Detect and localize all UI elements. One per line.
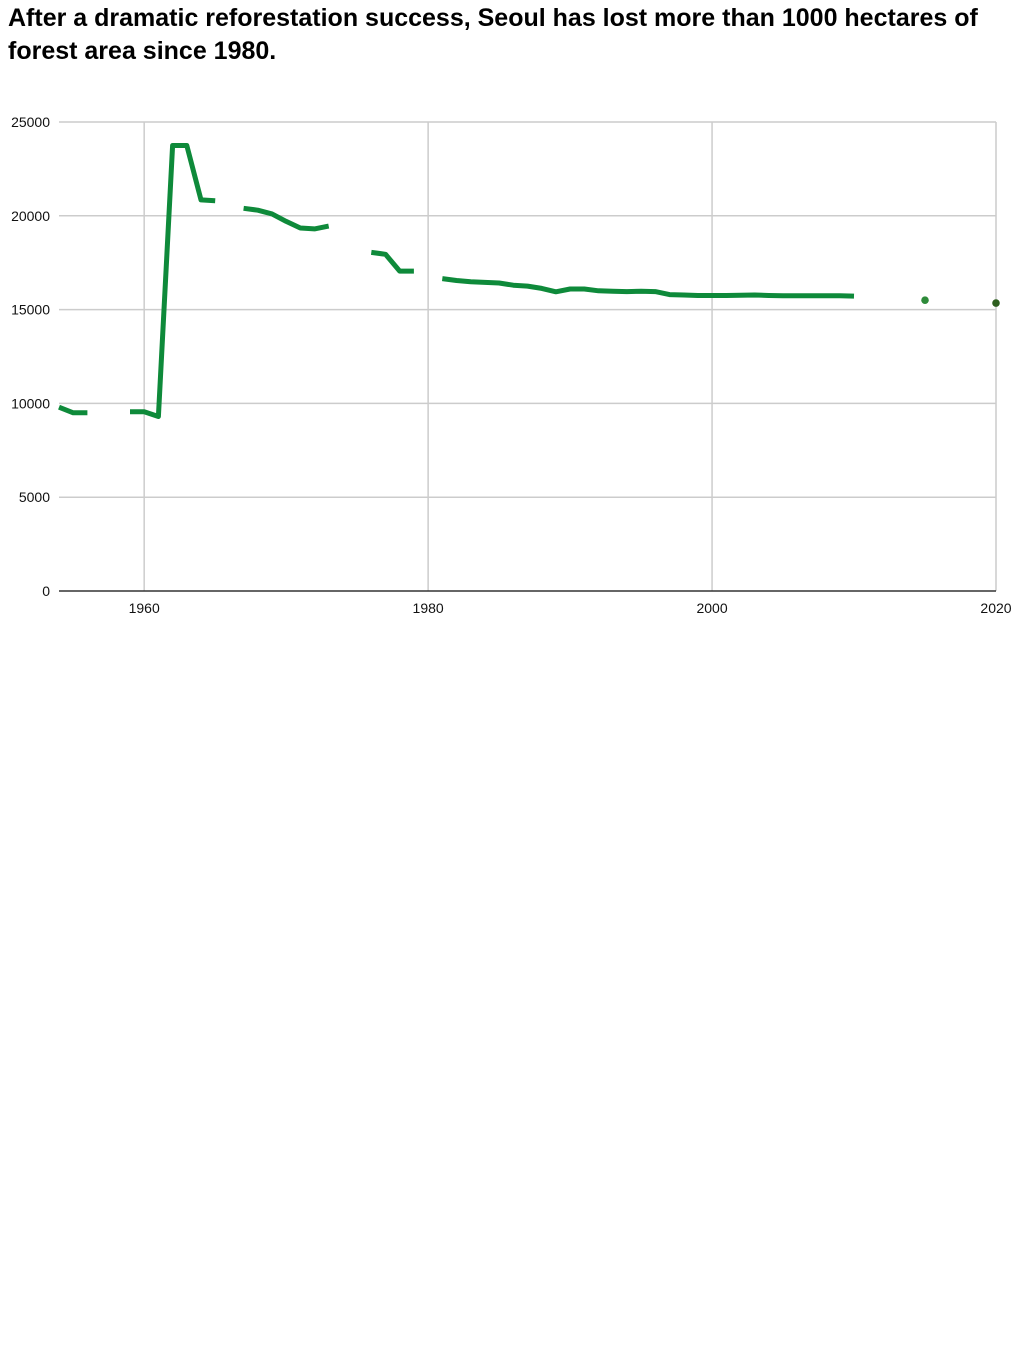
series-line-segment: [130, 143, 216, 419]
y-tick-label: 20000: [11, 208, 50, 224]
x-tick-label: 1980: [413, 600, 444, 616]
y-axis-tick-labels: 0 5000 10000 15000 20000 25000: [11, 114, 50, 599]
data-point: [992, 299, 1000, 307]
x-tick-label: 1960: [129, 600, 160, 616]
forest-area-series: [58, 143, 1000, 419]
chart-title: After a dramatic reforestation success, …: [8, 4, 978, 65]
y-tick-label: 15000: [11, 302, 50, 318]
data-point: [921, 296, 929, 305]
series-line-segment: [370, 249, 414, 274]
y-tick-label: 5000: [19, 489, 50, 505]
grid-lines: [59, 121, 997, 591]
series-line-segment: [441, 276, 855, 299]
x-tick-label: 2000: [696, 600, 727, 616]
y-tick-label: 0: [42, 583, 50, 599]
series-line-segment: [243, 205, 330, 232]
x-axis-tick-labels: 1960 1980 2000 2020: [129, 600, 1012, 616]
y-tick-label: 10000: [11, 395, 50, 411]
y-tick-label: 25000: [11, 114, 50, 130]
x-tick-label: 2020: [980, 600, 1011, 616]
series-line-segment: [58, 404, 88, 416]
line-chart: 0 5000 10000 15000 20000 25000 1960 1980 2000 20…: [11, 114, 1012, 616]
